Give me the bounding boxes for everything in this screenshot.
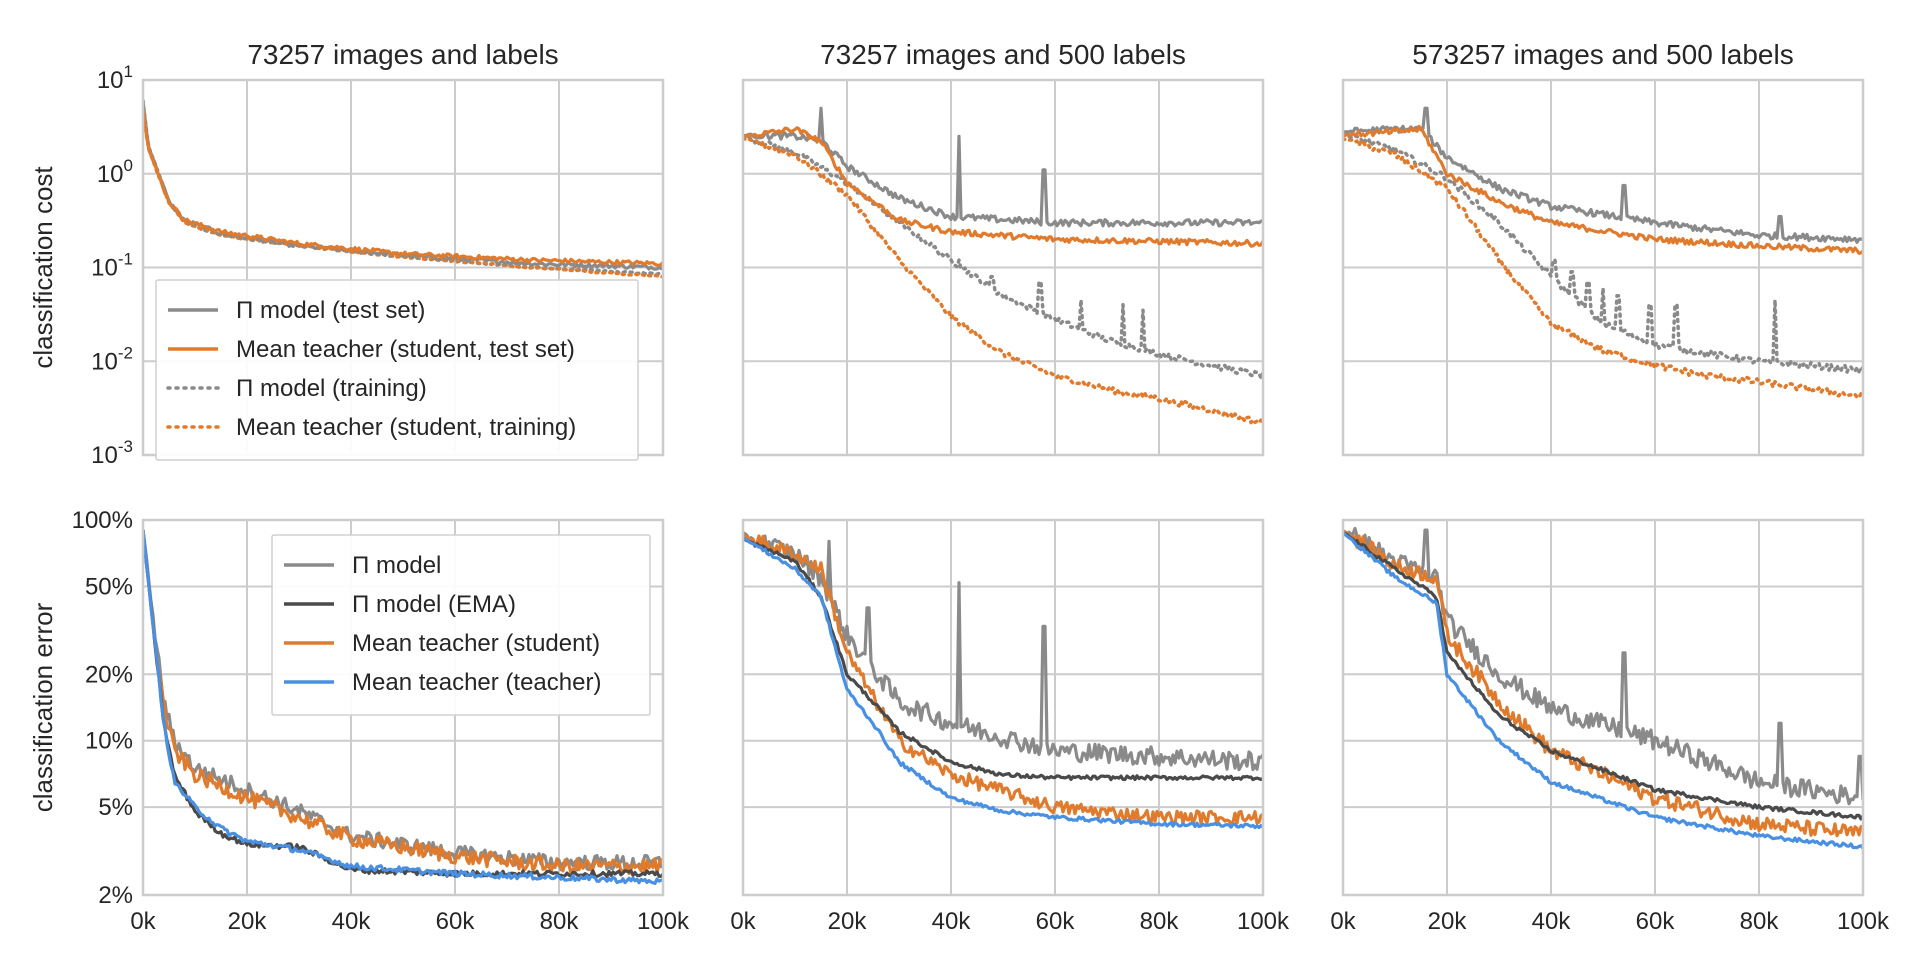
series-group — [1343, 526, 1863, 850]
panel-r0-c2 — [1341, 78, 1865, 457]
series-mean-teacher-student-line — [743, 532, 1263, 826]
x-tick-label: 20k — [1428, 908, 1468, 935]
legend-label: Π model (training) — [236, 375, 427, 402]
legend-cost: Π model (test set) Mean teacher (student,… — [155, 279, 639, 461]
x-tick-label: 20k — [828, 908, 868, 935]
y-axis-label: classification cost — [28, 166, 58, 369]
series-model-training-line — [1343, 133, 1863, 374]
series-group — [743, 531, 1263, 830]
x-tick-label: 0k — [1330, 908, 1356, 935]
y-tick-label: 2% — [98, 882, 133, 909]
y-tick-label: 100% — [72, 507, 133, 534]
y-tick-label: 20% — [85, 661, 133, 688]
x-tick-label: 0k — [730, 908, 756, 935]
y-tick-label: 50% — [85, 573, 133, 600]
x-tick-label: 0k — [130, 908, 156, 935]
panel-frame — [741, 518, 1265, 897]
x-tick-label: 100k — [1837, 908, 1890, 935]
series-mean-teacher-student-line — [143, 533, 663, 876]
series-mean-teacher-student-line — [1343, 530, 1863, 838]
legend-label: Mean teacher (student, test set) — [236, 336, 575, 363]
series-mean-teacher-teacher-line — [743, 536, 1263, 830]
series-group — [143, 98, 663, 279]
legend-label: Mean teacher (student, training) — [236, 414, 576, 441]
panel-r1-c1: 0k 20k 40k 60k 80k 100k — [730, 518, 1290, 935]
series-model-training-line — [143, 98, 663, 277]
y-tick-label: 100 — [97, 156, 133, 188]
y-tick-label: 10-3 — [91, 437, 133, 469]
panel-frame — [141, 518, 665, 897]
x-tick-label: 20k — [228, 908, 268, 935]
series-model-training-line — [743, 134, 1263, 380]
series-group — [743, 106, 1263, 425]
x-tick-label: 100k — [637, 908, 690, 935]
series-mean-teacher-teacher-line — [143, 530, 663, 885]
series-group — [143, 529, 663, 885]
series-mean-teacher-student-test-set-line — [1343, 124, 1863, 255]
series-mean-teacher-student-test-set-line — [743, 126, 1263, 248]
x-tick-label: 60k — [1636, 908, 1676, 935]
y-tick-base: 10 — [97, 67, 124, 94]
x-tick-label: 80k — [1740, 908, 1780, 935]
series-model-test-set-line — [1343, 106, 1863, 244]
panel-r0-c1 — [741, 78, 1265, 457]
column-title: 73257 images and labels — [247, 39, 558, 70]
series-group — [1343, 106, 1863, 400]
panel-frame — [1341, 518, 1865, 897]
legend-label: Π model (EMA) — [352, 591, 516, 618]
y-tick-exponent: -2 — [118, 343, 133, 362]
y-tick-base: 10 — [91, 442, 118, 469]
x-tick-label: 80k — [1140, 908, 1180, 935]
series-model-test-set-line — [143, 100, 663, 271]
y-tick-base: 10 — [91, 348, 118, 375]
y-axis-label: classification error — [28, 602, 58, 812]
legend-error: Π model Π model (EMA) Mean teacher (studen… — [271, 534, 651, 716]
legend-label: Mean teacher (teacher) — [352, 669, 601, 696]
x-tick-label: 40k — [932, 908, 972, 935]
series-mean-teacher-student-training-line — [1343, 136, 1863, 400]
legend-label: Π model (test set) — [236, 297, 425, 324]
series-mean-teacher-teacher-line — [1343, 531, 1863, 850]
legend-box — [271, 534, 651, 716]
series-mean-teacher-student-training-line — [143, 106, 663, 279]
legend-box — [155, 279, 639, 461]
x-tick-label: 100k — [1237, 908, 1290, 935]
y-tick-label: 10-1 — [91, 250, 133, 282]
y-tick-exponent: 1 — [124, 62, 133, 81]
panel-frame — [1341, 78, 1865, 457]
x-tick-label: 40k — [1532, 908, 1572, 935]
y-tick-label: 10-2 — [91, 343, 133, 375]
x-tick-label: 60k — [1036, 908, 1076, 935]
panel-r1-c2: 0k 20k 40k 60k 80k 100k — [1330, 518, 1890, 935]
x-tick-label: 80k — [540, 908, 580, 935]
y-tick-label: 10% — [85, 728, 133, 755]
legend-label: Π model — [352, 552, 441, 579]
column-title: 73257 images and 500 labels — [820, 39, 1186, 70]
x-tick-label: 60k — [436, 908, 476, 935]
y-tick-label: 101 — [97, 62, 133, 94]
series-model-ema-line — [1343, 531, 1863, 821]
y-tick-base: 10 — [97, 161, 124, 188]
panel-frame — [741, 78, 1265, 457]
column-title: 573257 images and 500 labels — [1412, 39, 1793, 70]
series-model-line — [743, 531, 1263, 772]
legend-label: Mean teacher (student) — [352, 630, 600, 657]
y-tick-base: 10 — [91, 255, 118, 282]
series-mean-teacher-student-test-set-line — [143, 108, 663, 267]
x-tick-label: 40k — [332, 908, 372, 935]
y-tick-label: 5% — [98, 794, 133, 821]
y-tick-exponent: -3 — [118, 437, 133, 456]
y-tick-exponent: -1 — [118, 250, 133, 269]
y-tick-exponent: 0 — [124, 156, 133, 175]
series-mean-teacher-student-training-line — [743, 136, 1263, 425]
